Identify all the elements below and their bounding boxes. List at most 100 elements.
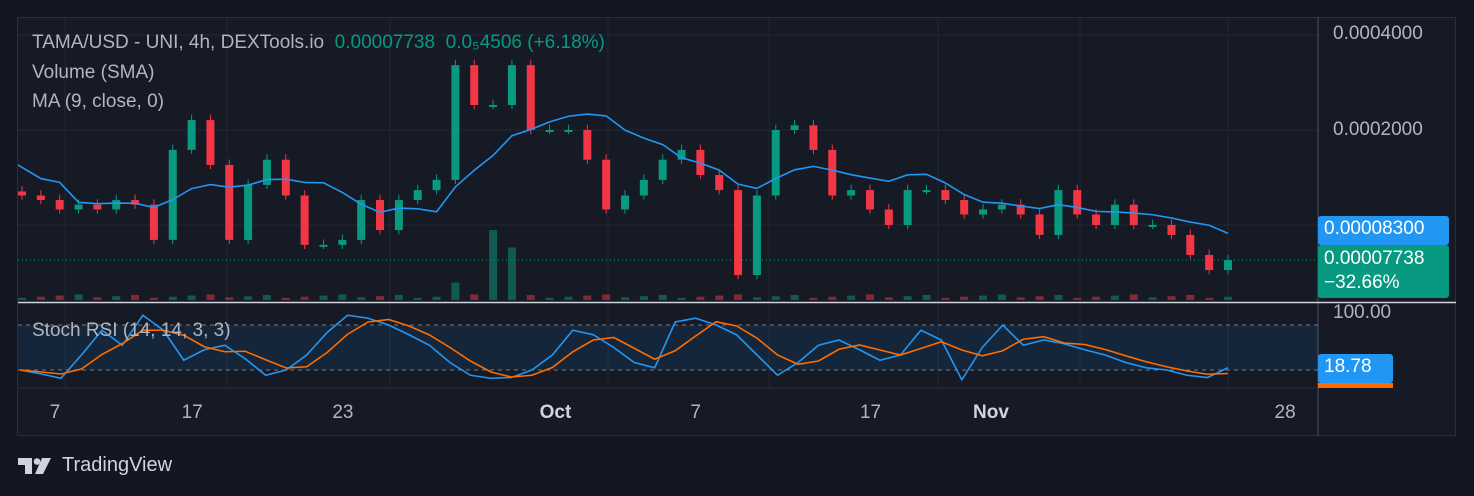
candle-up	[790, 125, 799, 130]
volume-bar	[168, 296, 177, 300]
volume-bar	[394, 294, 403, 300]
candle-down	[55, 200, 64, 210]
volume-bar	[36, 296, 45, 300]
volume-bar	[621, 297, 629, 300]
volume-bar	[338, 294, 347, 300]
volume-bar	[809, 297, 818, 300]
time-tick: Oct	[539, 402, 572, 423]
candle-up	[903, 190, 912, 226]
time-tick: 28	[1274, 402, 1296, 423]
last-price: 0.00007738	[334, 32, 436, 53]
stoch-legend[interactable]: Stoch RSI (14, 14, 3, 3)	[32, 320, 231, 341]
candle-up	[1148, 225, 1157, 228]
candle-down	[36, 195, 45, 201]
volume-bar	[507, 247, 516, 300]
candle-up	[1224, 260, 1232, 271]
candle-up	[621, 195, 629, 210]
volume-bar	[960, 296, 969, 300]
price-tick: 0.0002000	[1333, 119, 1423, 140]
candle-up	[394, 200, 403, 231]
volume-bar	[18, 297, 26, 300]
candle-down	[526, 65, 535, 130]
candle-up	[74, 204, 83, 210]
candle-down	[281, 159, 290, 196]
volume-bar	[281, 297, 290, 300]
candle-down	[300, 195, 309, 245]
candle-up	[677, 149, 686, 160]
candle-up	[847, 190, 856, 196]
candle-up	[545, 130, 554, 132]
candle-up	[752, 195, 761, 276]
volume-bar	[734, 294, 743, 300]
candle-up	[187, 120, 196, 150]
volume-bar	[489, 230, 498, 300]
candle-down	[1167, 225, 1176, 235]
candle-down	[602, 159, 611, 210]
stoch-d-line	[19, 318, 1229, 378]
volume-bar	[1129, 294, 1138, 300]
candle-down	[149, 204, 158, 240]
volume-bar	[884, 297, 893, 300]
candle-down	[1129, 204, 1138, 226]
volume-bar	[112, 296, 121, 300]
candle-up	[979, 209, 988, 215]
candle-down	[1205, 254, 1214, 271]
volume-bar	[413, 297, 422, 300]
volume-bar	[1148, 297, 1157, 300]
tradingview-logo[interactable]: TradingView	[18, 454, 172, 477]
candle-up	[244, 184, 253, 240]
candle-up	[1110, 204, 1119, 226]
volume-bar	[149, 297, 158, 300]
candle-up	[997, 204, 1006, 210]
candle-down	[960, 200, 969, 215]
volume-bar	[470, 294, 479, 300]
price-change: 0.0₅4506 (+6.18%)	[445, 32, 605, 53]
volume-bar	[225, 297, 234, 300]
volume-legend[interactable]: Volume (SMA)	[32, 62, 155, 83]
candle-up	[262, 159, 271, 185]
candle-up	[771, 130, 780, 196]
volume-bar	[1035, 296, 1044, 300]
candle-down	[1073, 190, 1082, 215]
brand-name: TradingView	[62, 454, 173, 476]
volume-bar	[432, 296, 441, 300]
candle-down	[1186, 234, 1195, 255]
candle-down	[715, 175, 724, 191]
candle-down	[376, 200, 385, 231]
last-price-change: −32.66%	[1324, 272, 1400, 293]
candle-down	[865, 190, 874, 210]
candle-down	[941, 190, 950, 201]
volume-bar	[639, 296, 648, 300]
candle-up	[507, 65, 516, 106]
volume-bar	[658, 294, 667, 300]
volume-bar	[93, 297, 102, 300]
candle-down	[884, 209, 893, 226]
stoch-value-label: 18.78	[1318, 354, 1393, 383]
volume-bar	[319, 295, 328, 300]
volume-bar	[997, 294, 1006, 300]
volume-bar	[922, 294, 931, 300]
symbol-title: TAMA/USD - UNI, 4h, DEXTools.io	[32, 32, 325, 53]
volume-bar	[262, 294, 271, 300]
candle-down	[93, 204, 102, 210]
candle-up	[338, 239, 347, 245]
volume-bar	[1110, 295, 1119, 300]
volume-bar	[55, 295, 64, 300]
volume-bar	[847, 295, 856, 300]
symbol-legend: TAMA/USD - UNI, 4h, DEXTools.io 0.000077…	[32, 32, 605, 54]
ma-legend[interactable]: MA (9, close, 0)	[32, 91, 164, 112]
time-tick: 7	[690, 402, 701, 423]
candle-down	[1035, 214, 1044, 235]
candle-down	[734, 190, 743, 276]
candle-down	[1092, 214, 1101, 226]
candle-down	[583, 130, 592, 160]
ma-price-label: 0.00008300	[1318, 216, 1449, 245]
time-tick: 17	[181, 402, 203, 423]
candle-up	[489, 105, 498, 108]
volume-bar	[941, 297, 950, 300]
volume-bar	[1016, 297, 1025, 300]
volume-bar	[1092, 296, 1101, 300]
tradingview-logo-icon	[18, 457, 51, 474]
last-price-label: 0.00007738 −32.66%	[1318, 245, 1449, 298]
